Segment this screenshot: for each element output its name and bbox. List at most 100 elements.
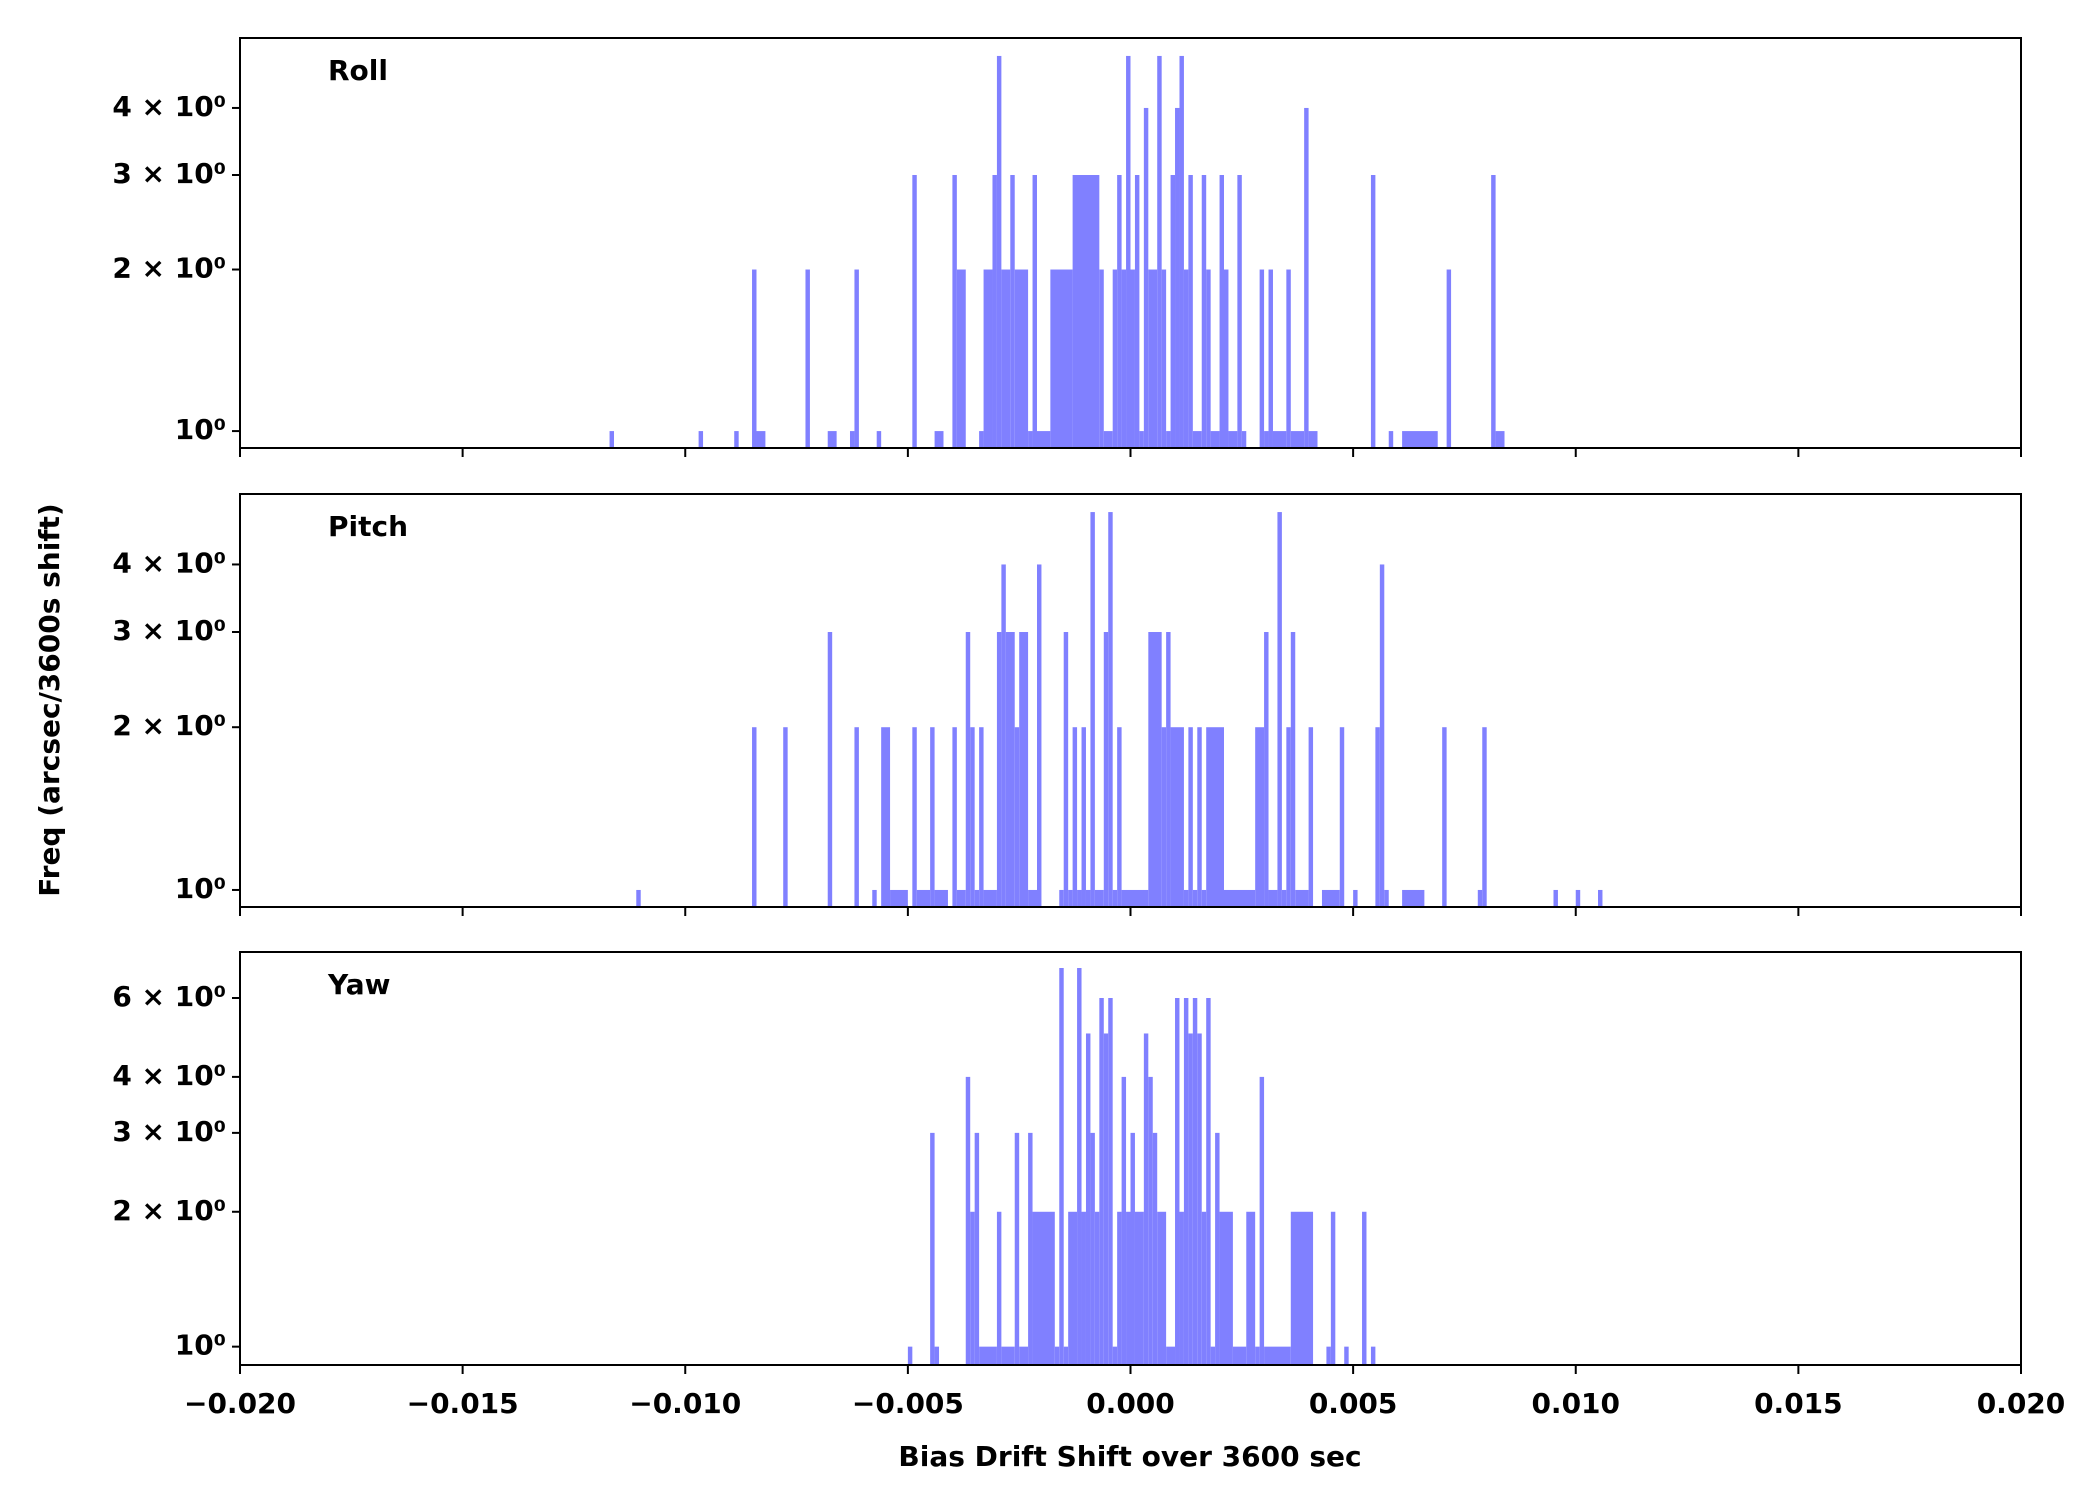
histogram-bar [1103,632,1109,907]
histogram-bar [1477,889,1483,907]
histogram-bar [1402,889,1425,907]
histogram-bar [1210,431,1220,448]
histogram-bar [1362,1211,1367,1365]
histogram-bar [1295,889,1309,907]
histogram-bar [1286,727,1291,907]
histogram-bar [1019,632,1029,907]
histogram-bar [1010,175,1015,448]
histogram-bar [1188,1033,1193,1365]
histogram-bar [996,632,1002,907]
histogram-bar [1402,431,1438,448]
y-tick-label: 4 × 10⁰ [112,1059,226,1092]
histogram-bar [974,889,980,907]
x-axis-label: Bias Drift Shift over 3600 sec [898,1440,1361,1473]
histogram-bar [1183,997,1189,1365]
histogram-bar [1139,431,1144,448]
histogram-bar [1036,431,1051,448]
histogram-bar [979,727,984,907]
histogram-bar [1237,175,1242,448]
histogram-bar [983,269,993,448]
histogram-bar [1255,727,1265,907]
histogram-bar [1446,269,1452,448]
panel-title: Pitch [328,510,408,543]
histogram-bar [1339,727,1345,907]
histogram-bar [1068,889,1073,907]
histogram-bar [1304,107,1309,448]
histogram-bar [934,431,944,448]
histogram-bar [1495,431,1505,448]
histogram-bar [1094,889,1104,907]
histogram-bar [1028,1132,1033,1365]
histogram-bar [1028,431,1033,448]
histogram-bar [1085,1033,1091,1365]
histogram-bar [1206,269,1211,448]
histogram-bar [827,431,837,448]
histogram-bar [1099,269,1104,448]
histogram-bar [1183,889,1189,907]
histogram-bar [907,1346,913,1365]
histogram-bar [1232,1346,1247,1365]
histogram-bar [1210,1346,1216,1365]
histogram-bar [1308,431,1318,448]
histogram-bar [912,175,917,448]
histogram-bar [1290,632,1296,907]
histogram-bar [1063,632,1069,907]
histogram-bar [983,889,997,907]
histogram-bar [1370,175,1376,448]
histogram-bar [1005,632,1015,907]
histogram-bar [1059,889,1064,907]
x-tick-label: −0.020 [184,1387,296,1420]
histogram-bar [1148,1076,1153,1365]
histogram-bar [1192,997,1198,1365]
histogram-bar [1019,1346,1029,1365]
histogram-bar [827,632,833,907]
y-tick-label: 3 × 10⁰ [112,1115,226,1148]
histogram-bar [1126,1211,1131,1365]
histogram-bar [996,1211,1002,1365]
histogram-bar [1268,269,1273,448]
histogram-bar [1001,564,1006,907]
histogram-bar [1188,727,1193,907]
histogram-bar [1201,175,1207,448]
histogram-bar [1112,1346,1118,1365]
histogram-bar [1192,889,1198,907]
histogram-bar [1183,269,1189,448]
histogram-bar [1201,889,1207,907]
histogram-bar [1170,727,1184,907]
histogram-bar [1264,1346,1291,1365]
panel-title: Yaw [327,968,390,1001]
histogram-bar [1072,727,1078,907]
histogram-bar [1166,431,1171,448]
histogram-bar [1090,512,1095,907]
histogram-bar [1103,1033,1109,1365]
histogram-bar [1081,727,1086,907]
histogram-bar [1344,1346,1349,1365]
histogram-bar [930,1132,935,1365]
histogram-bar [1259,269,1265,448]
histogram-bar [756,431,766,448]
histogram-bar [1175,107,1180,448]
histogram-bar [1099,997,1104,1365]
histogram-bar [1148,632,1162,907]
histogram-bar [1117,1211,1122,1365]
histogram-bar [734,431,739,448]
histogram-bar [1206,727,1225,907]
histogram-bar [1143,107,1149,448]
histogram-bar [1482,727,1487,907]
x-tick-label: −0.005 [852,1387,964,1420]
histogram-bar [1130,269,1135,448]
histogram-bar [609,431,615,448]
histogram-bar [1264,632,1269,907]
histogram-bar [1197,727,1202,907]
histogram-bar [1375,727,1380,907]
histogram-bar [698,431,704,448]
histogram-bar [752,269,757,448]
histogram-bar [1001,1346,1015,1365]
histogram-bar [890,889,908,907]
histogram-bar [1255,1346,1260,1365]
x-tick-label: 0.010 [1531,1387,1620,1420]
histogram-bar [1370,1346,1376,1365]
histogram-bar [636,889,641,907]
x-tick-label: 0.005 [1309,1387,1398,1420]
